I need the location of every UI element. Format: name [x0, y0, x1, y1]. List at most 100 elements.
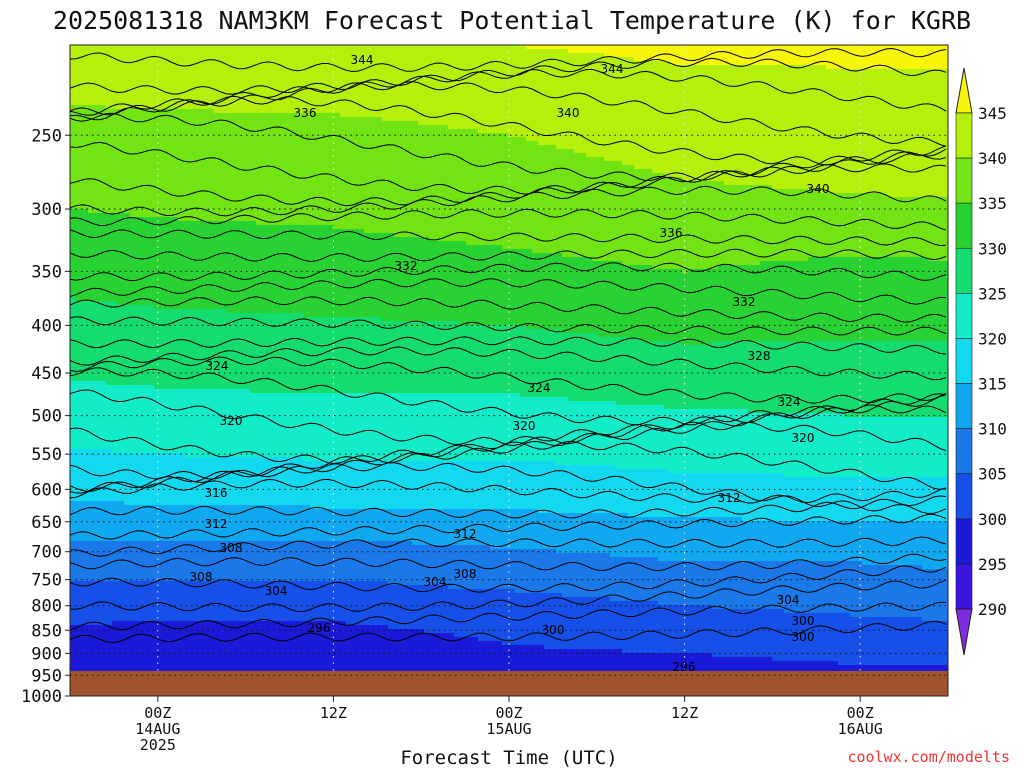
field-cell: [70, 189, 77, 194]
field-cell: [148, 173, 155, 178]
field-cell: [166, 461, 173, 466]
field-cell: [166, 389, 173, 394]
field-cell: [208, 93, 215, 98]
field-cell: [124, 53, 131, 58]
field-cell: [184, 165, 191, 170]
field-cell: [256, 509, 263, 514]
field-cell: [226, 45, 233, 50]
field-cell: [94, 409, 101, 414]
field-cell: [190, 337, 197, 342]
field-cell: [226, 193, 233, 198]
field-cell: [142, 457, 149, 462]
field-cell: [94, 661, 101, 666]
field-cell: [136, 69, 143, 74]
field-cell: [148, 153, 155, 158]
field-cell: [184, 141, 191, 146]
field-cell: [160, 365, 167, 370]
field-cell: [184, 641, 191, 646]
field-cell: [232, 573, 239, 578]
field-cell: [196, 377, 203, 382]
field-cell: [208, 545, 215, 550]
field-cell: [202, 145, 209, 150]
field-cell: [166, 297, 173, 302]
field-cell: [166, 465, 173, 470]
field-cell: [88, 165, 95, 170]
field-cell: [70, 121, 77, 126]
field-cell: [244, 397, 251, 402]
field-cell: [208, 81, 215, 86]
field-cell: [106, 45, 113, 50]
field-cell: [118, 597, 125, 602]
field-cell: [184, 245, 191, 250]
field-cell: [172, 137, 179, 142]
field-cell: [250, 465, 257, 470]
field-cell: [208, 89, 215, 94]
field-cell: [256, 209, 263, 214]
field-cell: [100, 445, 107, 450]
field-cell: [190, 513, 197, 518]
field-cell: [232, 221, 239, 226]
field-cell: [88, 45, 95, 50]
field-cell: [232, 57, 239, 62]
field-cell: [94, 501, 101, 506]
field-cell: [94, 625, 101, 630]
field-cell: [184, 521, 191, 526]
field-cell: [172, 189, 179, 194]
field-cell: [190, 69, 197, 74]
field-cell: [166, 345, 173, 350]
field-cell: [238, 237, 245, 242]
field-cell: [142, 561, 149, 566]
field-cell: [94, 521, 101, 526]
field-cell: [184, 129, 191, 134]
field-cell: [142, 417, 149, 422]
field-cell: [100, 337, 107, 342]
field-cell: [220, 633, 227, 638]
field-cell: [250, 113, 257, 118]
field-cell: [124, 405, 131, 410]
field-cell: [82, 449, 89, 454]
field-cell: [100, 309, 107, 314]
field-cell: [208, 181, 215, 186]
field-cell: [166, 621, 173, 626]
field-cell: [160, 417, 167, 422]
field-cell: [226, 109, 233, 114]
field-cell: [214, 661, 221, 666]
field-cell: [82, 657, 89, 662]
field-cell: [250, 181, 257, 186]
field-cell: [136, 249, 143, 254]
field-cell: [136, 617, 143, 622]
field-cell: [112, 193, 119, 198]
field-cell: [190, 321, 197, 326]
field-cell: [118, 173, 125, 178]
field-cell: [256, 537, 263, 542]
field-cell: [166, 581, 173, 586]
field-cell: [196, 533, 203, 538]
field-cell: [82, 285, 89, 290]
field-cell: [88, 657, 95, 662]
field-cell: [244, 281, 251, 286]
field-cell: [76, 497, 83, 502]
field-cell: [118, 649, 125, 654]
field-cell: [190, 641, 197, 646]
field-cell: [100, 585, 107, 590]
field-cell: [202, 77, 209, 82]
field-cell: [118, 505, 125, 510]
field-cell: [136, 525, 143, 530]
field-cell: [76, 641, 83, 646]
field-cell: [136, 465, 143, 470]
field-cell: [136, 381, 143, 386]
field-cell: [178, 241, 185, 246]
field-cell: [244, 265, 251, 270]
field-cell: [100, 57, 107, 62]
field-cell: [160, 65, 167, 70]
field-cell: [112, 425, 119, 430]
field-cell: [214, 49, 221, 54]
field-cell: [184, 125, 191, 130]
field-cell: [190, 381, 197, 386]
field-cell: [154, 593, 161, 598]
field-cell: [250, 369, 257, 374]
field-cell: [238, 185, 245, 190]
field-cell: [112, 281, 119, 286]
field-cell: [214, 77, 221, 82]
field-cell: [226, 261, 233, 266]
